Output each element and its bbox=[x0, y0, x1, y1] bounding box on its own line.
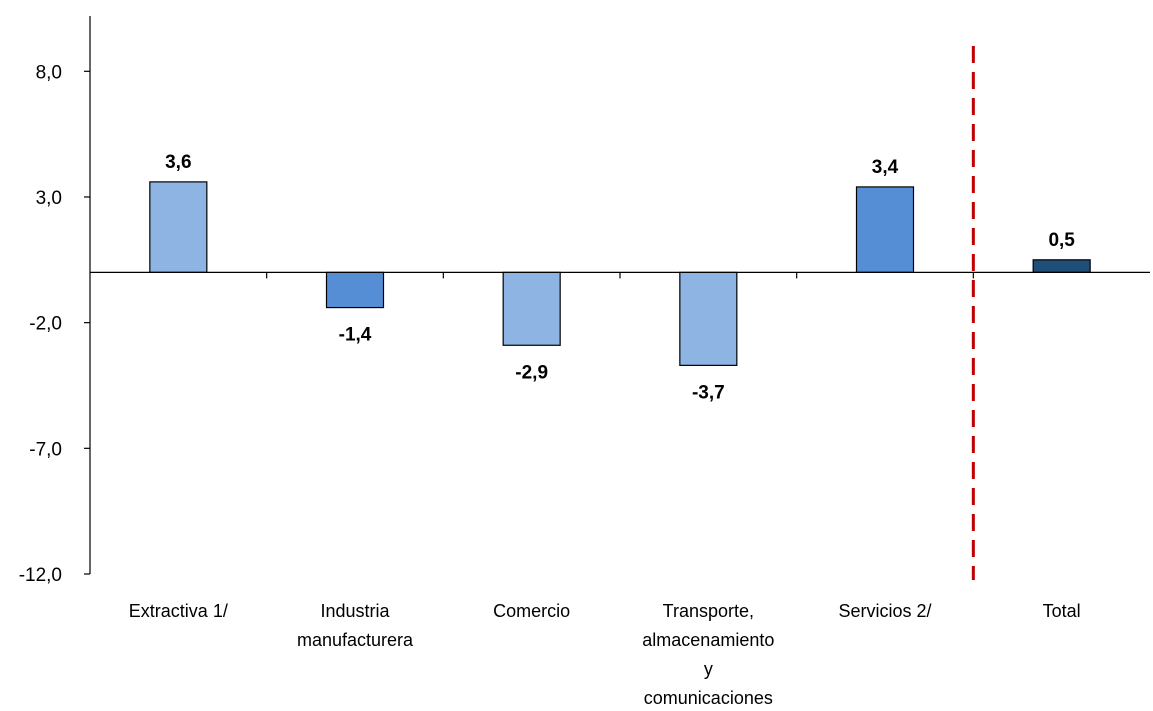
bar bbox=[149, 181, 208, 273]
data-label: 3,4 bbox=[872, 157, 899, 178]
bar bbox=[502, 271, 561, 346]
bar bbox=[325, 271, 385, 309]
category-label: Transporte, almacenamiento y comunicaciones bbox=[642, 601, 774, 708]
data-label: -3,7 bbox=[692, 382, 725, 403]
category-label: Extractiva 1/ bbox=[129, 601, 228, 621]
category-label-line: Transporte, bbox=[663, 601, 754, 621]
x-axis bbox=[90, 271, 1150, 279]
category-label-line: comunicaciones bbox=[644, 688, 773, 708]
category-label-line: Total bbox=[1043, 601, 1081, 621]
category-label-line: Industria bbox=[320, 601, 390, 621]
category-label: Comercio bbox=[493, 601, 570, 621]
data-labels: 3,6 -1,4 -2,9 -3,7 3,4 0,5 bbox=[165, 152, 1075, 403]
y-tick-label: -12,0 bbox=[19, 565, 62, 586]
category-label-line: y bbox=[704, 659, 713, 679]
category-labels: Extractiva 1/Industria manufacturera Comer… bbox=[129, 601, 1081, 708]
category-label-line: almacenamiento bbox=[642, 630, 774, 650]
category-label-line: Servicios 2/ bbox=[838, 601, 931, 621]
category-label: Industria manufacturera bbox=[297, 601, 414, 650]
bar bbox=[1032, 259, 1091, 273]
y-axis: 8,0 3,0 -2,0 -7,0 -12,0 bbox=[19, 16, 91, 586]
y-tick-label: -7,0 bbox=[29, 439, 62, 460]
data-label: -2,9 bbox=[515, 362, 548, 383]
category-label-line: manufacturera bbox=[297, 630, 414, 650]
category-label-line: Comercio bbox=[493, 601, 570, 621]
category-label: Servicios 2/ bbox=[838, 601, 931, 621]
data-label: -1,4 bbox=[339, 325, 372, 346]
bar bbox=[679, 271, 738, 366]
category-label: Total bbox=[1043, 601, 1081, 621]
category-label-line: Extractiva 1/ bbox=[129, 601, 228, 621]
data-label: 3,6 bbox=[165, 152, 191, 173]
data-label: 0,5 bbox=[1048, 230, 1075, 251]
y-tick-label: -2,0 bbox=[29, 314, 62, 335]
y-tick-label: 3,0 bbox=[36, 188, 62, 209]
y-tick-label: 8,0 bbox=[36, 62, 62, 83]
bar bbox=[855, 186, 915, 273]
